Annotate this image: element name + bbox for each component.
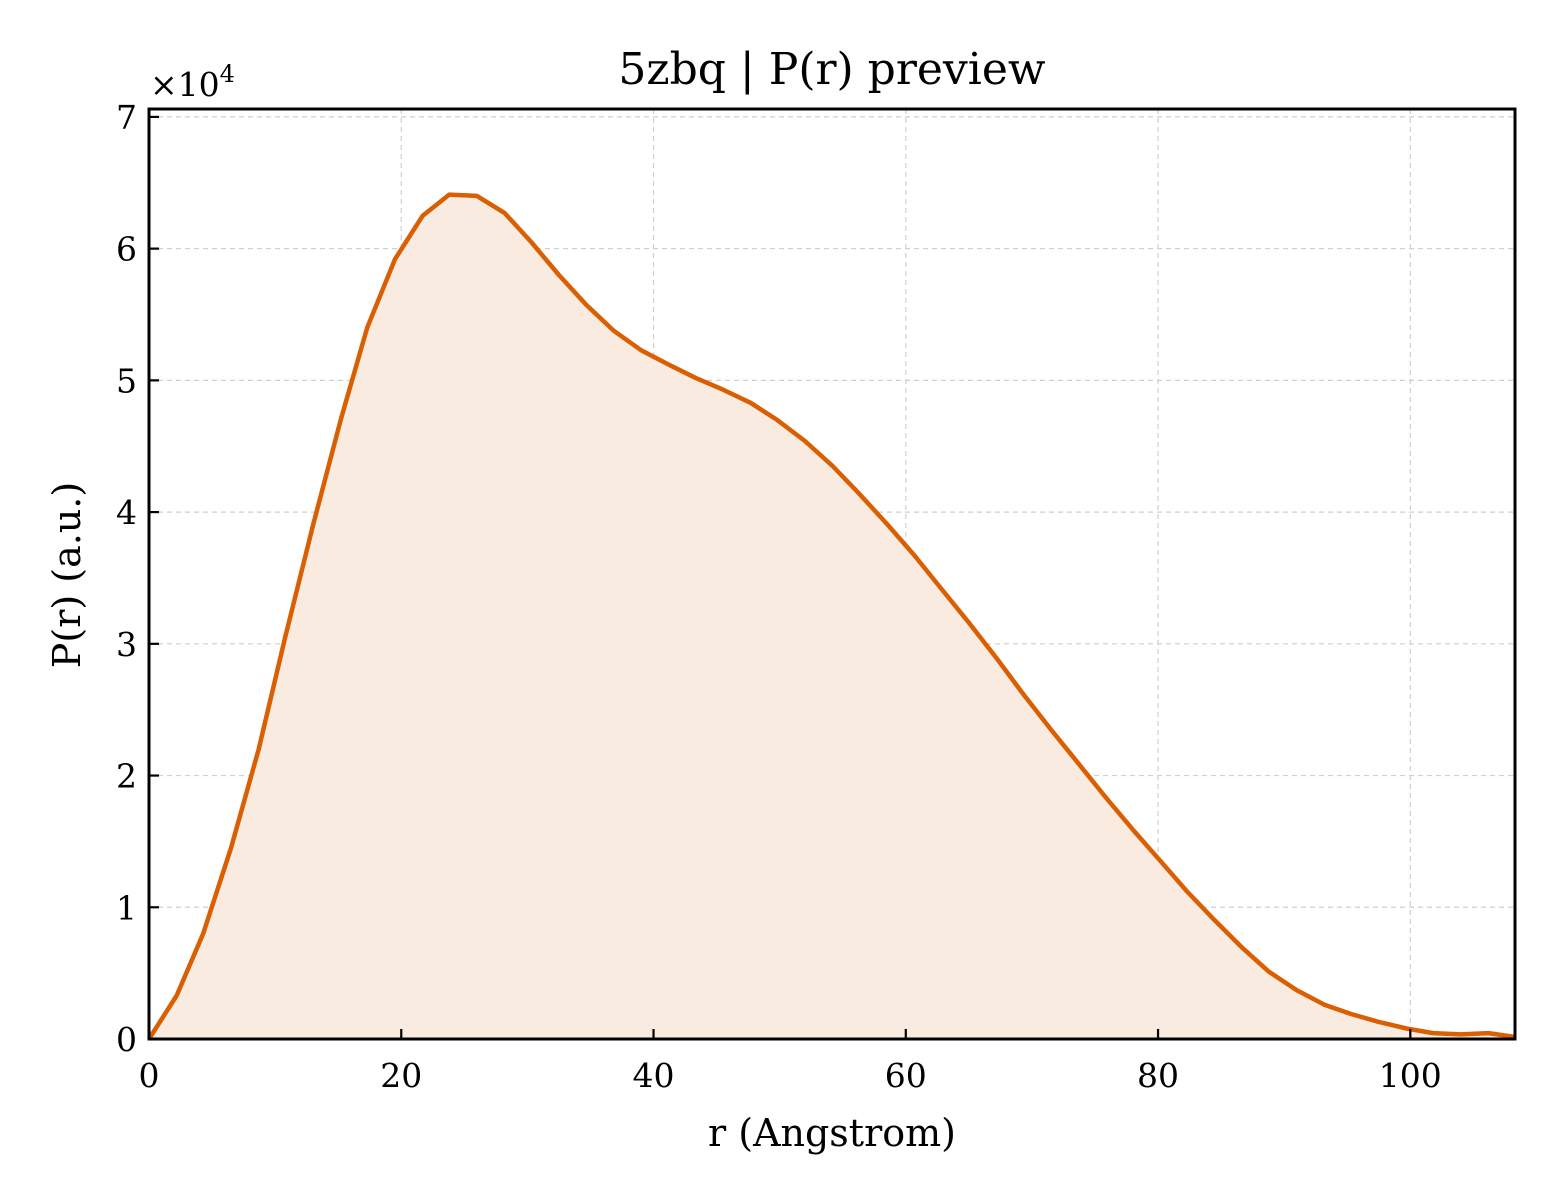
chart-title: 5zbq | P(r) preview: [618, 44, 1045, 95]
y-axis-multiplier: ×104: [150, 60, 235, 104]
x-tick-label: 20: [380, 1056, 422, 1095]
y-tick-label: 0: [116, 1020, 137, 1059]
x-tick-labels: 0 20 40 60 80 100: [139, 1056, 1442, 1095]
y-axis-label: P(r) (a.u.): [45, 482, 89, 668]
y-tick-label: 2: [116, 757, 137, 796]
y-axis-multiplier-exponent: 4: [220, 60, 235, 88]
pr-curve-line: [147, 192, 1516, 1041]
y-tick-label: 7: [116, 98, 137, 137]
y-axis-multiplier-base: ×10: [150, 65, 220, 104]
y-tick-label: 4: [116, 493, 137, 532]
x-tick-label: 100: [1379, 1056, 1442, 1095]
x-tick-label: 60: [885, 1056, 927, 1095]
x-tick-label: 80: [1137, 1056, 1179, 1095]
plot-frame: [147, 107, 1517, 1041]
x-tick-label: 40: [633, 1056, 675, 1095]
pr-area-fill: [149, 194, 1515, 1040]
y-tick-label: 3: [116, 625, 137, 664]
axis-ticks: [147, 115, 1412, 1041]
x-tick-label: 0: [139, 1056, 160, 1095]
x-axis-label: r (Angstrom): [708, 1111, 956, 1155]
y-tick-labels: 0 1 2 3 4 5 6 7: [116, 98, 137, 1059]
y-tick-label: 1: [116, 888, 137, 927]
y-tick-label: 5: [116, 361, 137, 400]
y-tick-label: 6: [116, 230, 137, 269]
